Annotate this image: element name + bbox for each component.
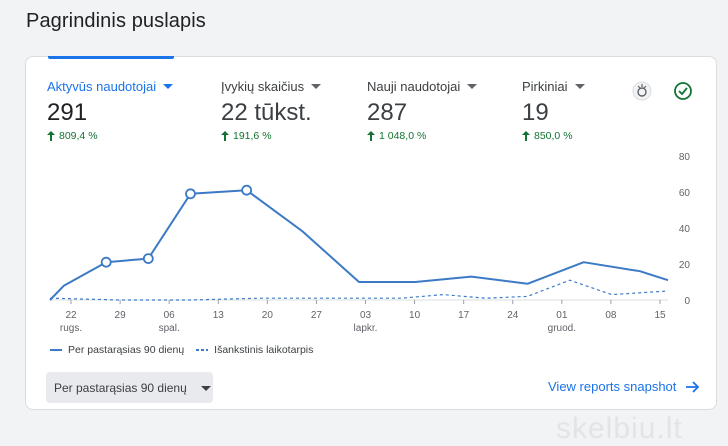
y-tick-label: 20 — [679, 260, 691, 271]
chevron-down-icon — [574, 84, 585, 89]
line-chart: 80 60 40 20 0 22 rugs. 29 06 spal. 13 20 27 03 lapkr. 1… — [49, 152, 691, 334]
metric-event-count[interactable]: Įvykių skaičius 22 tūkst. 191,6 % — [221, 77, 322, 142]
date-range-label: Per pastarąsias 90 dienų — [54, 380, 187, 395]
arrow-up-icon — [47, 131, 55, 141]
arrow-right-icon — [686, 380, 700, 393]
arrow-up-icon — [221, 131, 229, 141]
metric-change: 850,0 % — [534, 130, 573, 142]
x-tick-label: 22 — [65, 310, 77, 321]
view-reports-label: View reports snapshot — [548, 379, 677, 394]
metric-change: 809,4 % — [59, 130, 98, 142]
x-tick-label: 03 — [360, 310, 372, 321]
x-tick-label: 08 — [605, 310, 617, 321]
metric-value: 287 — [367, 99, 408, 126]
metric-active-users[interactable]: Aktyvūs naudotojai 291 809,4 % — [47, 77, 174, 142]
y-tick-label: 80 — [679, 152, 691, 163]
x-tick-label: 06 — [164, 310, 176, 321]
date-range-dropdown[interactable]: Per pastarąsias 90 dienų — [46, 372, 213, 403]
x-tick-month-label: gruod. — [548, 323, 576, 334]
chart-legend: Per pastarąsias 90 dienų Išankstinis lai… — [50, 344, 325, 356]
data-point-marker — [100, 256, 112, 268]
metric-label: Pirkiniai — [522, 78, 568, 94]
metric-change: 191,6 % — [233, 130, 272, 142]
legend-item-previous: Išankstinis laikotarpis — [196, 344, 313, 356]
chevron-down-icon — [163, 84, 174, 89]
metric-purchases[interactable]: Pirkiniai 19 850,0 % — [522, 77, 585, 142]
metric-label: Nauji naudotojai — [367, 78, 461, 94]
x-tick-month-label: rugs. — [60, 323, 82, 334]
overview-card: Aktyvūs naudotojai 291 809,4 % Įvykių sk… — [25, 56, 717, 445]
chevron-down-icon — [467, 84, 478, 89]
chevron-down-icon — [311, 84, 322, 89]
y-tick-label: 60 — [679, 188, 691, 199]
legend-label: Išankstinis laikotarpis — [214, 344, 314, 356]
x-tick-label: 29 — [115, 310, 127, 321]
x-tick-month-label: spal. — [159, 323, 180, 334]
metric-label: Įvykių skaičius — [221, 78, 305, 94]
x-tick-label: 13 — [213, 310, 225, 321]
data-point-marker — [142, 253, 154, 265]
metric-value: 22 tūkst. — [221, 99, 312, 126]
arrow-up-icon — [522, 131, 530, 141]
series-line-current — [49, 189, 669, 301]
x-tick-label: 27 — [311, 310, 323, 321]
legend-label: Per pastarąsias 90 dienų — [68, 344, 185, 356]
x-tick-month-label: lapkr. — [354, 323, 378, 334]
x-tick-label: 10 — [409, 310, 421, 321]
check-circle-icon — [674, 82, 692, 100]
y-tick-label: 0 — [684, 296, 690, 307]
metric-label: Aktyvūs naudotojai — [47, 78, 157, 94]
data-point-marker — [241, 184, 253, 196]
metric-new-users[interactable]: Nauji naudotojai 287 1 048,0 % — [367, 77, 478, 142]
status-check-button[interactable] — [671, 79, 695, 103]
legend-dashed-swatch — [196, 349, 209, 351]
metric-value: 291 — [47, 99, 88, 126]
watermark: skelbiu.lt — [556, 412, 683, 445]
y-tick-label: 40 — [679, 224, 691, 235]
chevron-down-icon — [200, 385, 211, 391]
metric-change: 1 048,0 % — [379, 130, 427, 142]
x-tick-label: 01 — [556, 310, 568, 321]
data-point-marker — [185, 188, 196, 200]
view-reports-link[interactable]: View reports snapshot — [548, 379, 700, 394]
insights-button[interactable] — [630, 79, 654, 103]
series-line-previous — [49, 279, 669, 301]
active-metric-indicator — [48, 56, 174, 59]
metric-value: 19 — [522, 99, 549, 126]
insights-icon — [632, 81, 652, 101]
legend-solid-swatch — [50, 349, 62, 351]
x-tick-label: 15 — [654, 310, 666, 321]
x-tick-label: 20 — [262, 310, 274, 321]
legend-item-current: Per pastarąsias 90 dienų — [50, 344, 184, 356]
page-title: Pagrindinis puslapis — [26, 10, 206, 32]
x-tick-label: 17 — [458, 310, 470, 321]
x-tick-label: 24 — [507, 310, 519, 321]
arrow-up-icon — [367, 131, 375, 141]
